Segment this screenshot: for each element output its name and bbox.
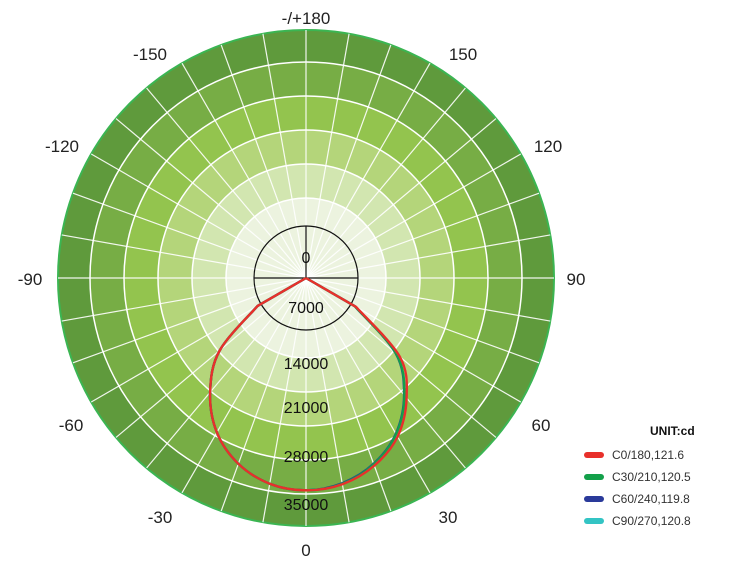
radial-tick-label: 0	[302, 250, 311, 267]
grid-spoke	[305, 277, 540, 364]
angle-tick-label: 120	[534, 137, 562, 156]
angle-tick-label: 90	[567, 270, 586, 289]
grid-spoke	[90, 153, 307, 279]
grid-spoke	[220, 44, 307, 279]
legend-label: C0/180,121.6	[612, 448, 685, 462]
legend-label: C60/240,119.8	[612, 492, 690, 506]
grid-spoke	[305, 277, 551, 322]
grid-spoke	[305, 277, 392, 512]
intensity-curves	[208, 276, 409, 492]
grid-spoke	[72, 277, 307, 364]
grid-spoke	[146, 87, 307, 279]
legend-swatch	[584, 496, 604, 502]
angle-tick-label: 30	[439, 508, 458, 527]
legend-swatch	[584, 518, 604, 524]
grid-spoke	[305, 118, 497, 279]
legend-swatch	[584, 474, 604, 480]
angle-tick-label: -120	[45, 137, 79, 156]
grid-spoke	[305, 192, 540, 279]
angle-tick-label: -150	[133, 45, 167, 64]
angle-tick-label: -30	[148, 508, 173, 527]
grid-spoke	[305, 277, 466, 469]
grid-spoke	[305, 234, 551, 279]
series-curve-c0	[208, 276, 409, 492]
angle-tick-label: -/+180	[282, 9, 331, 28]
radial-tick-label: 35000	[284, 497, 329, 514]
grid-spoke	[305, 62, 431, 279]
polar-grid-spokes	[58, 30, 554, 526]
grid-spoke	[305, 277, 350, 523]
grid-spoke	[115, 277, 307, 438]
grid-spoke	[305, 33, 350, 279]
legend-swatch	[584, 452, 604, 458]
grid-spoke	[61, 234, 307, 279]
angle-tick-label: -60	[59, 416, 84, 435]
unit-label: UNIT:cd	[650, 424, 695, 438]
legend-label: C30/210,120.5	[612, 470, 691, 484]
legend-item: C0/180,121.6	[584, 444, 734, 466]
grid-spoke	[220, 277, 307, 512]
grid-spoke	[146, 277, 307, 469]
angle-tick-labels: -/+180 150 120 90 60 30 0 -30 -60 -90 -120 -150	[18, 9, 586, 560]
grid-spoke	[72, 192, 307, 279]
grid-spoke	[305, 87, 466, 279]
grid-spoke	[181, 62, 307, 279]
radial-tick-label: 14000	[284, 356, 329, 373]
legend: UNIT:cd C0/180,121.6 C30/210,120.5 C60/240…	[584, 424, 734, 532]
radial-tick-label: 7000	[288, 300, 324, 317]
angle-tick-label: 0	[301, 541, 310, 560]
radial-tick-label: 21000	[284, 400, 329, 417]
legend-items: C0/180,121.6 C30/210,120.5 C60/240,119.8 C9…	[584, 444, 734, 532]
radial-tick-label: 28000	[284, 449, 329, 466]
grid-spoke	[61, 277, 307, 322]
angle-tick-label: 150	[449, 45, 477, 64]
grid-spoke	[181, 277, 307, 494]
grid-spoke	[305, 44, 392, 279]
legend-item: C30/210,120.5	[584, 466, 734, 488]
grid-spoke	[305, 153, 522, 279]
grid-spoke	[115, 118, 307, 279]
angle-tick-label: -90	[18, 270, 43, 289]
legend-item: C90/270,120.8	[584, 510, 734, 532]
legend-label: C90/270,120.8	[612, 514, 691, 528]
grid-spoke	[262, 33, 307, 279]
grid-spoke	[262, 277, 307, 523]
angle-tick-label: 60	[532, 416, 551, 435]
legend-item: C60/240,119.8	[584, 488, 734, 510]
radial-tick-labels: 0 7000 14000 21000 28000 35000	[284, 250, 329, 514]
grid-spoke	[305, 277, 431, 494]
